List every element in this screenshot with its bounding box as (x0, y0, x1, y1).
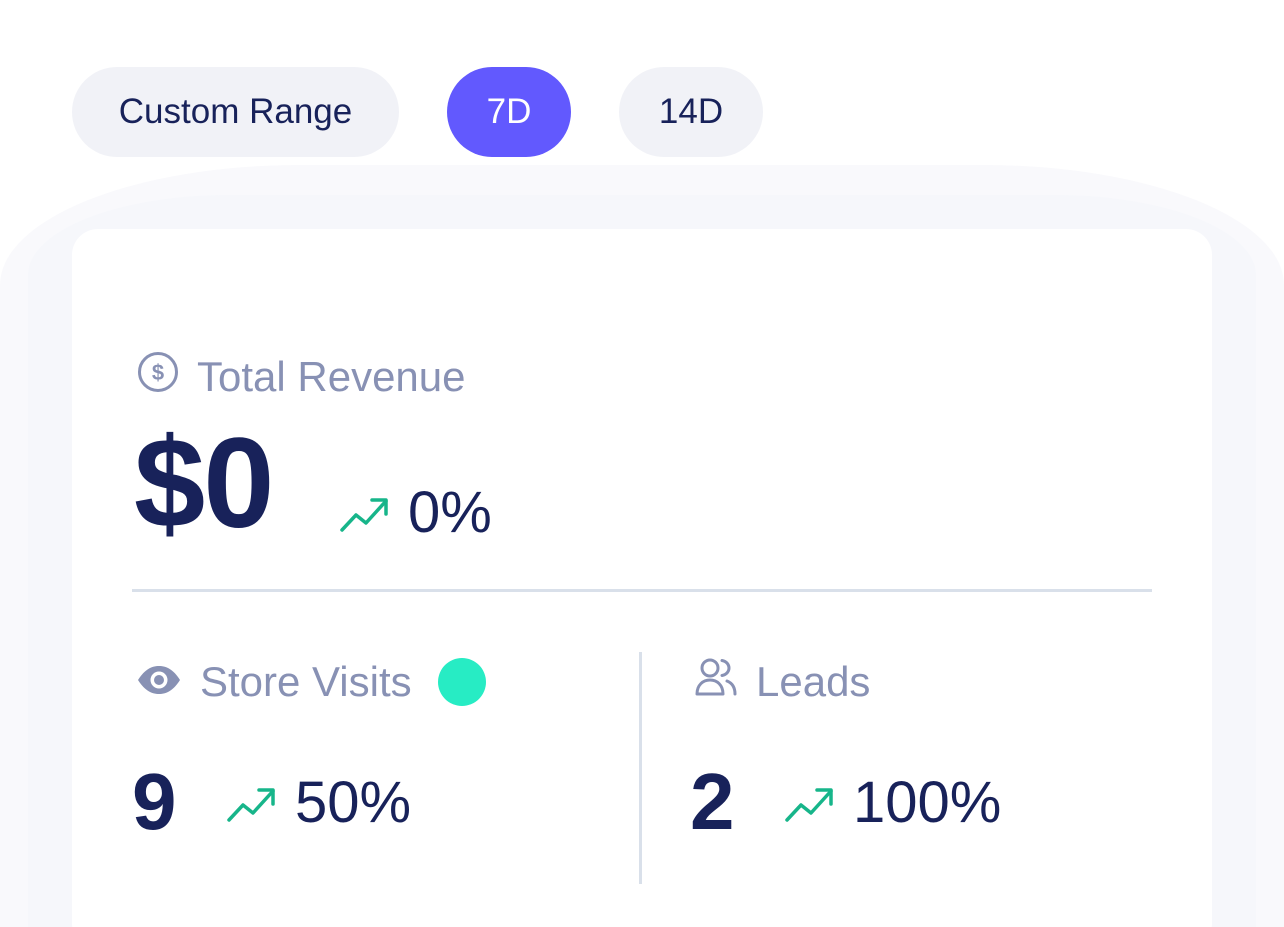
range-7d-button[interactable]: 7D (447, 67, 571, 157)
leads-value: 2 (690, 757, 735, 846)
trend-up-icon (227, 769, 277, 836)
total-revenue-value: $0 (134, 412, 274, 555)
custom-range-button[interactable]: Custom Range (72, 67, 399, 157)
store-visits-label: Store Visits (200, 658, 412, 705)
eye-icon (136, 658, 182, 706)
live-status-dot (437, 658, 486, 706)
store-visits-trend: 50% (227, 767, 411, 837)
vertical-divider (639, 652, 642, 884)
total-revenue-header: $ Total Revenue (137, 347, 466, 407)
trend-up-icon (785, 769, 835, 836)
dollar-circle-icon: $ (137, 351, 179, 403)
users-icon (694, 657, 738, 707)
store-visits-header: Store Visits (136, 651, 486, 713)
revenue-trend: 0% (340, 477, 492, 547)
leads-header: Leads (694, 651, 870, 713)
svg-text:$: $ (152, 360, 164, 385)
date-range-selector: Custom Range 7D 14D (72, 67, 763, 157)
horizontal-divider (132, 589, 1152, 592)
leads-trend: 100% (785, 767, 1001, 837)
revenue-change: 0% (408, 479, 492, 545)
store-visits-value: 9 (132, 757, 177, 846)
stats-card: $ Total Revenue $0 0% (72, 229, 1212, 927)
store-visits-change: 50% (295, 769, 412, 835)
range-14d-button[interactable]: 14D (619, 67, 763, 157)
leads-change: 100% (853, 769, 1002, 835)
trend-up-icon (340, 479, 390, 546)
total-revenue-label: Total Revenue (197, 353, 466, 400)
leads-label: Leads (756, 658, 871, 705)
